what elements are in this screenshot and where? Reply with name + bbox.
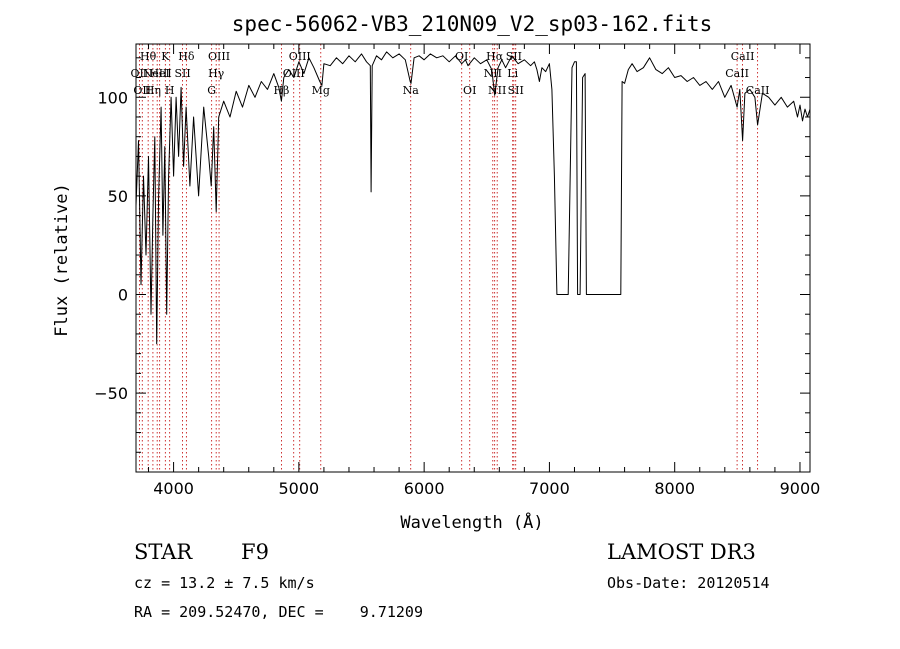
line-label: H [165, 84, 175, 97]
redshift-velocity: cz = 13.2 ± 7.5 km/s [134, 574, 315, 592]
spectrum-line [136, 51, 810, 345]
y-axis-label: Flux (relative) [52, 183, 72, 337]
line-label: OIII [289, 50, 311, 63]
axes: 4000 5000 6000 7000 8000 9000 −50 0 50 100 [94, 44, 820, 498]
line-label: G [207, 84, 216, 97]
line-label: Hβ [273, 84, 289, 97]
x-axis-label: Wavelength (Å) [400, 511, 543, 533]
plot-frame [135, 43, 811, 473]
x-tick-label: 5000 [279, 479, 320, 498]
line-label: Na [403, 84, 420, 97]
x-tick-label: 9000 [780, 479, 821, 498]
chart-title: spec-56062-VB3_210N09_V2_sp03-162.fits [232, 12, 712, 36]
spectrum-chart: spec-56062-VB3_210N09_V2_sp03-162.fits O… [52, 12, 820, 533]
y-tick-label: 0 [118, 285, 128, 304]
coordinates: RA = 209.52470, DEC = 9.71209 [134, 603, 423, 621]
survey-name: LAMOST DR3 [607, 540, 756, 564]
line-label: OII [131, 67, 149, 80]
object-subclass: F9 [241, 540, 269, 564]
object-type: STAR [134, 540, 193, 564]
observation-date: Obs-Date: 20120514 [607, 574, 770, 592]
line-label: CaII [731, 50, 755, 63]
line-label: OI [463, 84, 476, 97]
y-tick-label: 50 [108, 187, 128, 206]
line-label: SII [508, 84, 524, 97]
line-label: Hθ [140, 50, 157, 63]
line-label: OII [133, 84, 151, 97]
x-tick-label: 6000 [404, 479, 445, 498]
line-label: Li [507, 67, 518, 80]
line-label: SII [174, 67, 190, 80]
line-label: NII [488, 84, 506, 97]
x-tick-label: 4000 [153, 479, 194, 498]
line-label: K [161, 50, 170, 63]
line-label: NeIII [143, 67, 172, 80]
x-tick-label: 7000 [529, 479, 570, 498]
emission-line-markers [138, 44, 759, 472]
line-label: CaII [725, 67, 749, 80]
line-label: HeI [149, 67, 169, 80]
line-label: Hα [486, 50, 504, 63]
y-tick-label: −50 [94, 384, 128, 403]
line-label: Hδ [178, 50, 195, 63]
x-tick-label: 8000 [654, 479, 695, 498]
line-label: Mg [312, 84, 330, 97]
line-label: SII [506, 50, 522, 63]
line-label: Hγ [208, 67, 225, 80]
line-label: OIII [208, 50, 230, 63]
spectrum-series [136, 51, 810, 345]
y-tick-label: 100 [97, 88, 128, 107]
line-label: Hη [145, 84, 161, 97]
